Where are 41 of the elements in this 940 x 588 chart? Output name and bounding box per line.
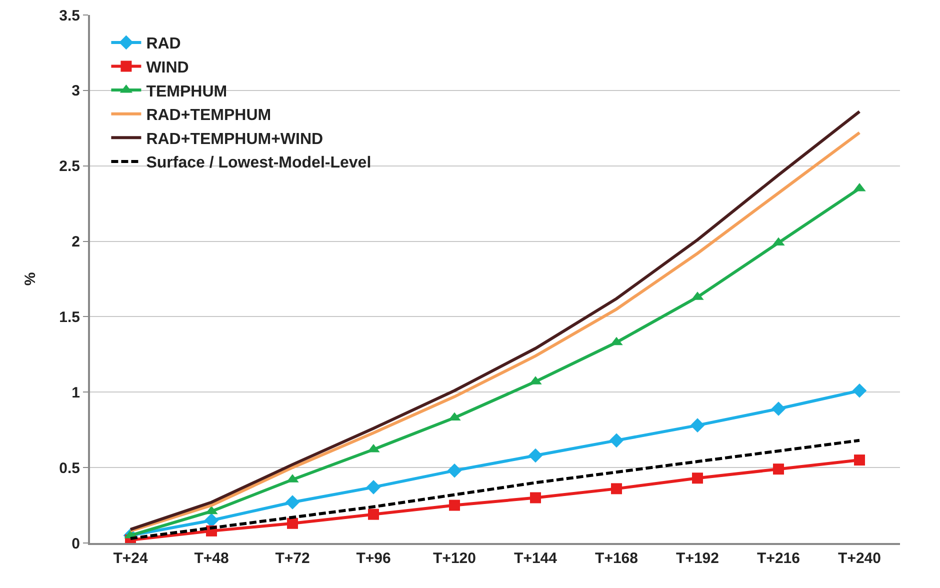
- y-tick-label: 2.5: [59, 158, 80, 176]
- x-tick-label: T+192: [676, 550, 719, 567]
- y-tick-label: 1: [72, 384, 80, 402]
- point: [854, 454, 865, 466]
- point: [611, 483, 622, 494]
- x-tick-label: T+96: [356, 550, 391, 567]
- point: [366, 480, 381, 494]
- x-tick-label: T+48: [194, 550, 229, 567]
- legend-label: WIND: [146, 60, 189, 76]
- y-tick-label: 3: [72, 82, 80, 100]
- point: [287, 518, 298, 529]
- point: [449, 500, 460, 511]
- y-tick-label: 1.5: [59, 308, 80, 326]
- x-tick-label: T+168: [595, 550, 638, 567]
- point: [771, 402, 786, 416]
- point: [773, 464, 784, 475]
- point: [447, 463, 462, 478]
- y-tick-label: 0.5: [59, 460, 80, 477]
- point: [852, 383, 867, 398]
- point: [368, 508, 379, 520]
- point: [285, 495, 300, 510]
- point: [692, 472, 703, 484]
- legend-label: RAD: [146, 36, 181, 53]
- y-tick-label: 2: [72, 234, 80, 251]
- y-tick-label: 3.5: [59, 7, 80, 24]
- x-tick-label: T+216: [757, 550, 800, 567]
- point: [609, 433, 624, 448]
- legend-label: Surface / Lowest-Model-Level: [146, 154, 372, 172]
- point: [528, 448, 543, 463]
- legend-label: TEMPHUM: [146, 83, 228, 100]
- point: [530, 492, 541, 504]
- legend-label: RAD+TEMPHUM+WIND: [146, 130, 324, 148]
- y-axis-title: %: [22, 272, 39, 286]
- legend-label: RAD+TEMPHUM: [146, 107, 272, 124]
- y-tick-label: 0: [72, 535, 80, 552]
- x-tick-label: T+240: [838, 550, 881, 567]
- point: [690, 418, 705, 432]
- x-tick-label: T+72: [275, 550, 310, 567]
- x-tick-label: T+120: [433, 550, 476, 567]
- x-tick-label: T+24: [113, 550, 148, 567]
- x-tick-label: T+144: [514, 550, 558, 567]
